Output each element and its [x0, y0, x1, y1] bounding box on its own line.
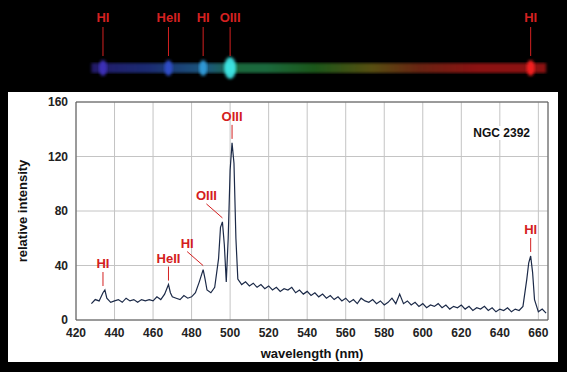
- svg-text:HeII: HeII: [157, 251, 181, 266]
- svg-text:80: 80: [55, 204, 69, 218]
- svg-text:560: 560: [336, 326, 356, 340]
- svg-text:HI: HI: [524, 222, 537, 237]
- svg-text:620: 620: [451, 326, 471, 340]
- svg-text:520: 520: [259, 326, 279, 340]
- svg-text:OIII: OIII: [222, 109, 243, 124]
- svg-text:HI: HI: [197, 10, 210, 25]
- svg-text:660: 660: [528, 326, 548, 340]
- svg-text:0: 0: [61, 313, 68, 327]
- svg-text:OIII: OIII: [220, 10, 241, 25]
- svg-text:HI: HI: [96, 10, 109, 25]
- svg-text:OIII: OIII: [196, 188, 217, 203]
- svg-text:HI: HI: [524, 10, 537, 25]
- svg-text:wavelength (nm): wavelength (nm): [260, 346, 364, 361]
- svg-text:480: 480: [182, 326, 202, 340]
- svg-text:600: 600: [413, 326, 433, 340]
- html-text:NGC 2392: NGC 2392: [473, 126, 530, 140]
- svg-text:HI: HI: [96, 256, 109, 271]
- svg-text:HI: HI: [181, 236, 194, 251]
- svg-text:540: 540: [297, 326, 317, 340]
- svg-text:HeII: HeII: [157, 10, 181, 25]
- svg-text:120: 120: [48, 150, 68, 164]
- svg-text:420: 420: [66, 326, 86, 340]
- svg-text:460: 460: [143, 326, 163, 340]
- svg-text:relative intensity: relative intensity: [15, 159, 30, 262]
- svg-text:40: 40: [55, 259, 69, 273]
- svg-text:640: 640: [490, 326, 510, 340]
- svg-text:160: 160: [48, 95, 68, 109]
- svg-text:500: 500: [220, 326, 240, 340]
- svg-text:440: 440: [105, 326, 125, 340]
- svg-text:580: 580: [374, 326, 394, 340]
